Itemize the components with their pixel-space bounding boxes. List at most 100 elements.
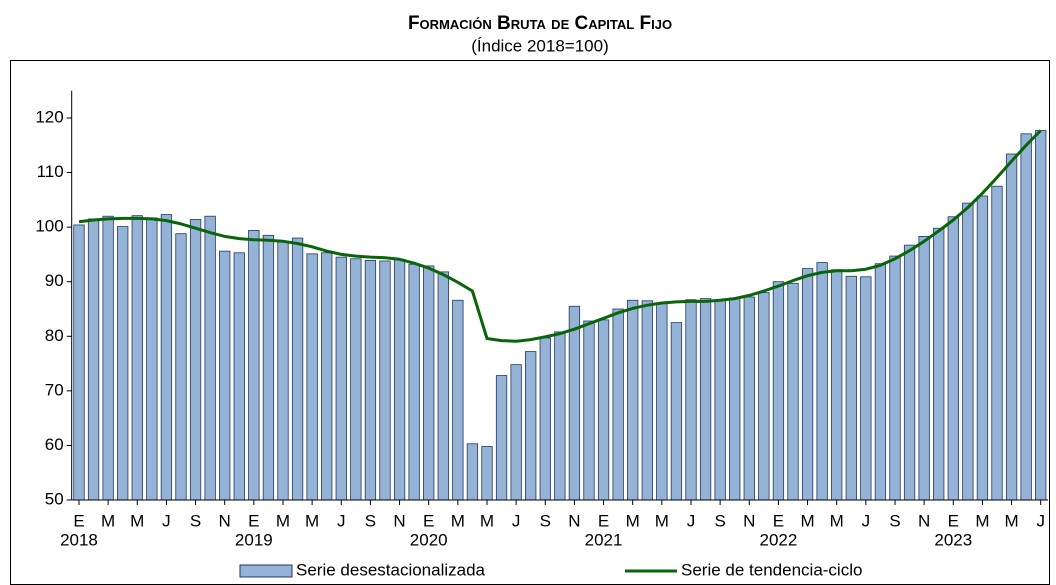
legend-label: Serie de tendencia-ciclo [681, 560, 862, 579]
bar [787, 282, 799, 501]
x-tick-label: N [743, 511, 755, 530]
x-tick-label: E [73, 511, 84, 530]
bar [714, 299, 726, 501]
bar [597, 319, 610, 501]
x-tick-label: M [830, 511, 844, 530]
x-tick-label: S [889, 511, 900, 530]
bar [204, 215, 216, 501]
bar [918, 236, 930, 501]
bar [1035, 130, 1047, 501]
bar [568, 305, 581, 501]
bar [306, 253, 318, 501]
bar [627, 299, 639, 501]
bar [612, 308, 624, 501]
y-tick-label: 100 [35, 217, 63, 236]
bar [845, 275, 857, 501]
year-label: 2018 [60, 530, 98, 549]
x-tick-label: M [130, 511, 144, 530]
x-tick-label: J [687, 511, 696, 530]
x-tick-label: M [655, 511, 669, 530]
bar [321, 252, 333, 501]
bar [466, 443, 479, 501]
bar [233, 252, 245, 501]
chart-title: Formación Bruta de Capital Fijo [408, 13, 672, 34]
x-tick-label: E [948, 511, 959, 530]
bar [335, 256, 347, 501]
y-tick-label: 70 [45, 380, 64, 399]
bar [962, 202, 974, 501]
x-tick-label: M [101, 511, 115, 530]
bar [539, 337, 551, 501]
bar [87, 218, 100, 501]
bar [641, 300, 653, 501]
y-tick-label: 60 [45, 435, 64, 454]
x-tick-label: J [162, 511, 171, 530]
bar [816, 262, 828, 501]
bar [903, 244, 916, 501]
bar [189, 219, 202, 501]
x-tick-label: S [190, 511, 201, 530]
x-tick-label: J [337, 511, 346, 530]
bar [699, 298, 712, 501]
bar [510, 364, 522, 501]
x-tick-label: J [862, 511, 871, 530]
x-tick-label: N [219, 511, 231, 530]
x-tick-label: J [512, 511, 521, 530]
bar [554, 331, 566, 501]
bar [656, 303, 668, 501]
bar [933, 227, 945, 501]
bar [685, 299, 697, 501]
x-tick-label: M [480, 511, 494, 530]
year-label: 2023 [934, 530, 972, 549]
bar [758, 292, 770, 501]
bar [262, 234, 275, 501]
bar [1005, 153, 1018, 501]
bar [729, 297, 741, 501]
bar [525, 351, 537, 501]
bar [1020, 133, 1032, 501]
x-tick-label: S [540, 511, 551, 530]
y-tick-label: 80 [45, 326, 64, 345]
x-tick-label: S [714, 511, 725, 530]
trend-line [78, 129, 1042, 343]
bar [117, 226, 129, 501]
x-tick-label: E [773, 511, 784, 530]
year-label: 2020 [410, 530, 448, 549]
x-tick-label: N [568, 511, 580, 530]
bar [831, 269, 843, 501]
bar [423, 265, 435, 501]
bar [481, 446, 493, 501]
x-tick-label: M [276, 511, 290, 530]
y-tick-label: 90 [45, 271, 64, 290]
x-tick-label: E [598, 511, 609, 530]
bar [364, 260, 377, 501]
bar [889, 255, 901, 501]
x-tick-label: S [365, 511, 376, 530]
bar [743, 296, 755, 501]
bar [772, 281, 785, 501]
x-tick-label: M [626, 511, 640, 530]
year-label: 2019 [235, 530, 273, 549]
legend-label: Serie desestacionalizada [296, 560, 486, 579]
bar [583, 320, 595, 501]
x-tick-label: J [1036, 511, 1045, 530]
bar [248, 230, 260, 501]
x-tick-label: E [423, 511, 434, 530]
bar [874, 263, 887, 501]
bar [452, 299, 464, 501]
bar [860, 276, 872, 501]
bar [350, 258, 362, 501]
bar [277, 241, 289, 501]
bar [175, 233, 187, 501]
bar [801, 268, 814, 501]
bar [393, 258, 406, 501]
y-tick-label: 110 [37, 162, 64, 181]
bar [219, 250, 231, 501]
bar [131, 215, 143, 501]
bar [73, 224, 85, 501]
y-tick-label: 50 [45, 489, 64, 508]
bar [976, 195, 989, 501]
bar [291, 237, 304, 501]
year-label: 2022 [760, 530, 798, 549]
